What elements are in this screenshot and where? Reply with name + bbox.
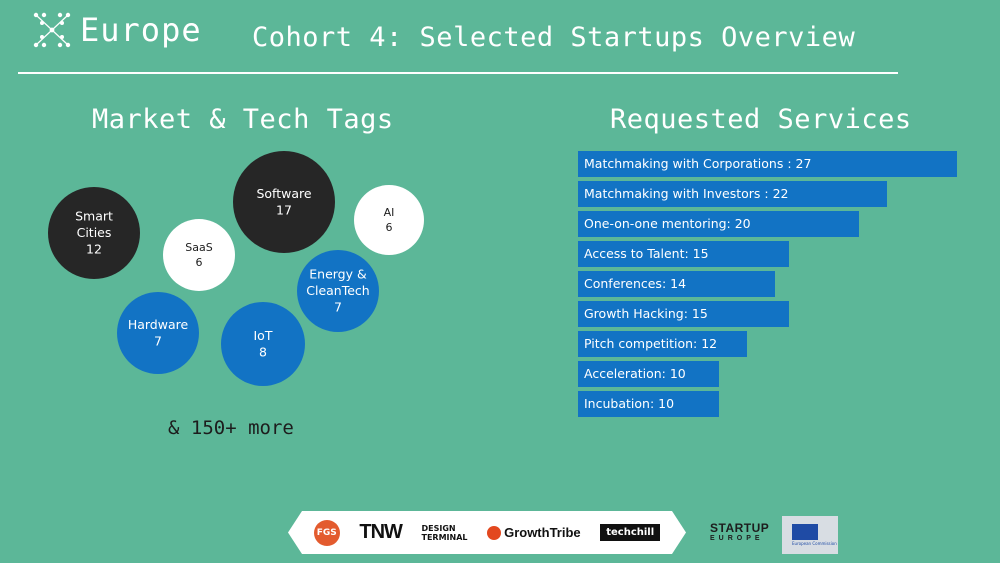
eu-flag-icon (792, 524, 818, 540)
tag-bubble-circle (117, 292, 199, 374)
tag-bubble-ai: AI 6 (354, 185, 424, 255)
service-bar: Acceleration: 10 (578, 361, 719, 387)
tag-bubble-circle (221, 302, 305, 386)
service-bar: Growth Hacking: 15 (578, 301, 789, 327)
tnw-logo-text: TNW (359, 521, 403, 543)
service-bar: Matchmaking with Corporations : 27 (578, 151, 957, 177)
service-bar-label: Incubation: 10 (584, 396, 675, 411)
service-bar-label: Matchmaking with Corporations : 27 (584, 156, 812, 171)
tag-bubble-value: 6 (196, 256, 203, 269)
partner-logos-strip: FGS TNW DESIGN TERMINAL GrowthTribe tech… (288, 511, 686, 554)
tag-bubble-value: 7 (334, 300, 342, 315)
tag-bubble-label: Hardware (128, 317, 189, 332)
tag-bubble-label: CleanTech (306, 283, 369, 298)
tag-bubble-circle (48, 187, 140, 279)
service-bar-label: Growth Hacking: 15 (584, 306, 708, 321)
startup-europe-line1: STARTUP (710, 521, 770, 535)
tag-bubble-label: AI (384, 206, 395, 219)
tags-section-title: Market & Tech Tags (92, 104, 394, 135)
tag-bubble-label: Software (256, 186, 311, 201)
tag-bubble-circle (163, 219, 235, 291)
growthtribe-logo: GrowthTribe (487, 525, 581, 540)
service-bar-label: Conferences: 14 (584, 276, 687, 291)
services-section-title: Requested Services (610, 104, 912, 135)
tag-bubble-label: Smart (75, 209, 113, 224)
fgs-logo: FGS (313, 519, 340, 546)
eu-commission-logo: European Commission (782, 516, 838, 554)
header-divider (18, 72, 898, 74)
tag-bubble-value: 17 (276, 202, 292, 217)
service-bar-label: Matchmaking with Investors : 22 (584, 186, 789, 201)
service-bar-label: Access to Talent: 15 (584, 246, 709, 261)
growthtribe-logo-text: GrowthTribe (504, 525, 581, 540)
startup-europe-logo: STARTUP EUROPE (710, 522, 769, 543)
service-bar-label: One-on-one mentoring: 20 (584, 216, 751, 231)
service-bar: Matchmaking with Investors : 22 (578, 181, 887, 207)
tag-bubble-label: Cities (77, 225, 112, 240)
tag-bubble-value: 12 (86, 242, 102, 257)
tag-bubble-label: IoT (254, 328, 273, 343)
page-title: Cohort 4: Selected Startups Overview (252, 22, 856, 53)
brand-logo: Europe (30, 10, 202, 50)
eu-commission-caption: European Commission (792, 541, 837, 546)
tag-bubble-saas: SaaS 6 (163, 219, 235, 291)
growthtribe-icon (487, 525, 502, 540)
tnw-logo: TNW (359, 521, 403, 544)
tag-bubble-circle (233, 151, 335, 253)
design-terminal-logo: DESIGN TERMINAL (421, 524, 467, 542)
fgs-logo-text: FGS (313, 519, 340, 546)
tag-bubble-circle (354, 185, 424, 255)
service-bar: Access to Talent: 15 (578, 241, 789, 267)
x-network-icon (33, 12, 71, 48)
design-terminal-line1: DESIGN (421, 523, 456, 533)
startup-europe-line2: EUROPE (710, 535, 764, 542)
tag-bubble-value: 7 (154, 333, 162, 348)
tag-bubble-label: SaaS (185, 241, 212, 254)
more-tags-note: & 150+ more (168, 417, 294, 439)
tag-bubble-value: 8 (259, 344, 267, 359)
techchill-logo-text: techchill (600, 524, 661, 541)
service-bar: One-on-one mentoring: 20 (578, 211, 859, 237)
service-bar: Incubation: 10 (578, 391, 719, 417)
design-terminal-line2: TERMINAL (421, 532, 468, 542)
service-bar: Conferences: 14 (578, 271, 775, 297)
service-bar-label: Acceleration: 10 (584, 366, 686, 381)
tag-bubble-energy-cleantech: Energy &CleanTech 7 (297, 250, 379, 332)
techchill-logo: techchill (600, 524, 661, 541)
service-bar: Pitch competition: 12 (578, 331, 747, 357)
tag-bubble-label: Energy & (309, 267, 367, 282)
tag-bubble-circle (297, 250, 379, 332)
tag-bubble-value: 6 (386, 221, 393, 234)
service-bar-label: Pitch competition: 12 (584, 336, 718, 351)
logo-text: Europe (80, 11, 202, 49)
